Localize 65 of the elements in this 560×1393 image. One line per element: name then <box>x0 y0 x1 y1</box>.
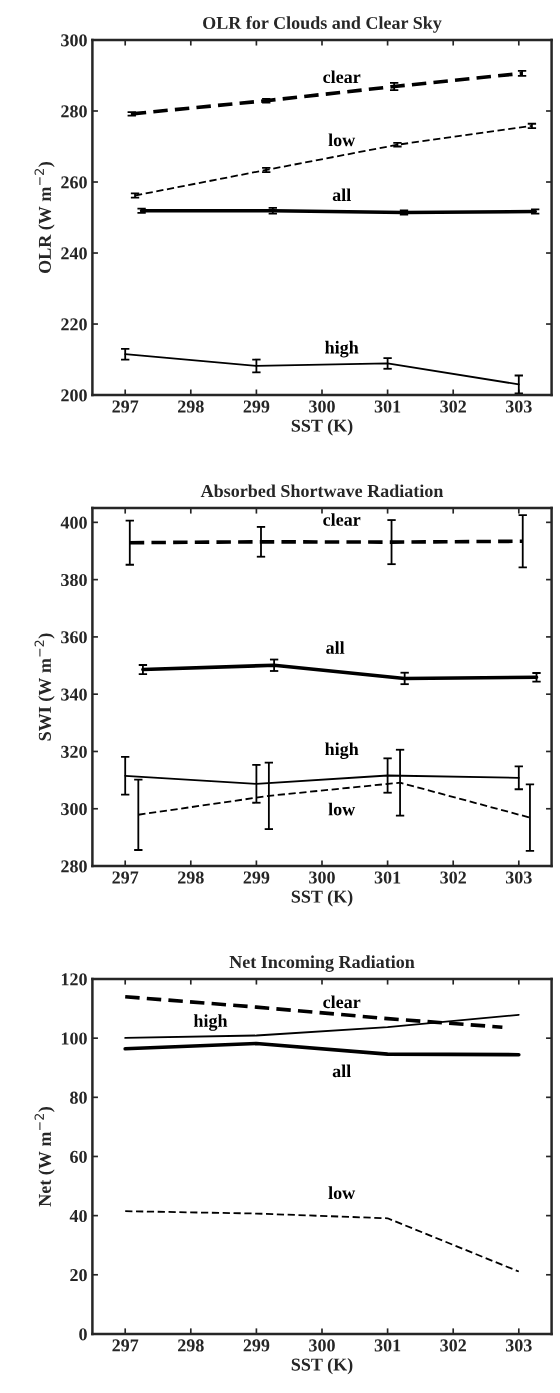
x-tick-label: 303 <box>505 871 532 884</box>
line-series <box>141 663 539 681</box>
x-tick-label: 301 <box>374 400 401 413</box>
series-label: clear <box>323 70 361 84</box>
y-tick-label: 20 <box>70 1269 87 1282</box>
x-tick-label: 297 <box>112 871 139 884</box>
y-tick-label: 400 <box>60 516 87 529</box>
x-tick-label: 299 <box>243 1339 270 1352</box>
x-tick-label: 299 <box>243 871 270 884</box>
y-axis-title: SWI (W m$^{−2}$) <box>34 633 55 741</box>
y-tick-label: 360 <box>61 631 87 644</box>
y-tick-label: 260 <box>61 176 87 189</box>
x-tick-label: 301 <box>374 1339 401 1352</box>
series-label: low <box>328 802 356 816</box>
y-tick-label: 60 <box>70 1150 87 1163</box>
series-label: low <box>328 133 356 147</box>
y-tick-label: 340 <box>61 688 87 701</box>
chart-title: Absorbed Shortwave Radiation <box>200 484 444 498</box>
line-series <box>124 1210 520 1273</box>
series-label: all <box>332 1064 351 1078</box>
series-label: clear <box>323 513 361 526</box>
series-label: high <box>193 1014 228 1031</box>
y-tick-label: 200 <box>61 389 87 402</box>
x-tick-label: 301 <box>374 871 401 884</box>
y-tick-label: 280 <box>61 105 87 118</box>
y-tick-label: 280 <box>61 860 87 873</box>
series-label: high <box>325 742 359 759</box>
x-tick-label: 297 <box>112 400 139 413</box>
x-axis-title: SST (K) <box>291 419 353 436</box>
y-tick-label: 300 <box>61 34 87 47</box>
y-tick-label: 40 <box>69 1209 87 1223</box>
x-axis-title: SST (K) <box>291 1357 353 1375</box>
y-tick-label: 80 <box>70 1091 87 1104</box>
x-tick-label: 297 <box>112 1339 139 1352</box>
x-tick-label: 302 <box>440 871 466 884</box>
x-tick-label: 302 <box>440 400 466 413</box>
y-tick-label: 320 <box>61 745 87 758</box>
x-tick-label: 302 <box>440 1339 466 1352</box>
series-label: all <box>326 641 345 654</box>
x-tick-label: 303 <box>505 1339 532 1352</box>
y-tick-label: 240 <box>61 247 87 260</box>
y-tick-label: 380 <box>61 573 87 587</box>
y-axis-title: Net (W m$^{−2}$) <box>34 1107 55 1207</box>
series-label: high <box>325 340 359 358</box>
x-tick-label: 300 <box>309 871 335 884</box>
series-label: all <box>332 188 351 202</box>
y-axis-title: OLR (W m$^{−2}$) <box>34 162 55 273</box>
y-tick-label: 220 <box>61 318 87 331</box>
y-tick-label: 0 <box>79 1328 87 1341</box>
x-tick-label: 298 <box>178 400 204 413</box>
chart-title: Net Incoming Radiation <box>229 955 415 972</box>
line-series <box>123 1041 521 1057</box>
x-tick-label: 300 <box>309 1339 335 1352</box>
x-tick-label: 298 <box>178 1339 204 1352</box>
x-tick-label: 298 <box>178 871 204 884</box>
x-tick-label: 299 <box>243 400 270 413</box>
y-tick-label: 120 <box>61 973 87 986</box>
x-tick-label: 303 <box>505 400 532 413</box>
chart-title: OLR for Clouds and Clear Sky <box>203 16 442 33</box>
y-tick-label: 300 <box>61 803 87 816</box>
x-tick-label: 300 <box>309 400 335 413</box>
y-tick-label: 100 <box>61 1032 87 1045</box>
x-axis-title: SST (K) <box>291 890 353 907</box>
series-label: low <box>328 1186 356 1200</box>
series-label: clear <box>323 995 361 1009</box>
